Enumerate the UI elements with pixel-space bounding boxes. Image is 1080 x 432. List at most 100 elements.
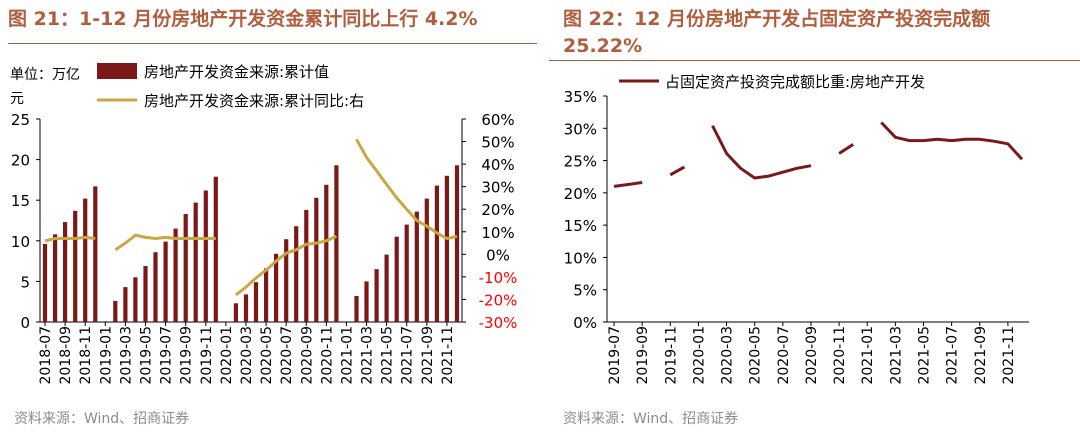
bar [243, 294, 249, 322]
x-tick-label: 2019-11 [199, 326, 215, 385]
x-tick-label: 2020-09 [804, 326, 820, 385]
chart-title: 图 21：1-12 月份房地产开发资金累计同比上行 4.2% [8, 8, 478, 30]
y-tick-label-left: 20 [11, 152, 30, 170]
x-tick-label: 2020-07 [279, 326, 295, 385]
x-tick-label: 2021-09 [973, 326, 989, 385]
x-tick-label: 2020-03 [720, 326, 736, 385]
x-tick-label: 2019-03 [118, 326, 134, 385]
bar [454, 165, 460, 322]
series-line [613, 121, 1024, 188]
y-tick-label-right: 30% [481, 179, 514, 197]
series-line [44, 138, 458, 297]
y-tick-label-left: 10 [11, 233, 30, 251]
chart-panel-1: 图 21：1-12 月份房地产开发资金累计同比上行 4.2% 单位：万亿元 房地产… [0, 0, 537, 432]
x-tick-label: 2021-03 [888, 326, 904, 385]
y-tick-label-left: 25 [11, 111, 30, 129]
legend-swatch-bars [97, 63, 137, 79]
x-tick-label: 2021-07 [400, 326, 416, 385]
y-tick-label: 20% [564, 185, 597, 203]
x-tick-label: 2020-11 [319, 326, 335, 385]
x-tick-label: 2020-11 [832, 326, 848, 385]
x-tick-label: 2021-01 [860, 326, 876, 385]
bar [374, 269, 379, 322]
bar [314, 197, 319, 322]
bar [163, 241, 168, 322]
y-tick-label-right: 40% [481, 156, 514, 174]
x-tick-label: 2021-05 [917, 326, 933, 385]
bar [304, 209, 309, 322]
y-tick-label: 25% [564, 153, 597, 171]
bar [434, 185, 439, 322]
chart-panel-2: 图 22：12 月份房地产开发占固定资产投资完成额 25.22% 占固定资产投资… [549, 0, 1080, 432]
x-tick-label: 2021-03 [360, 326, 376, 385]
x-tick-label: 2021-11 [1001, 326, 1017, 385]
y-tick-label: 10% [564, 249, 597, 267]
x-tick-label: 2019-07 [159, 326, 175, 385]
y-tick-label-right: 20% [481, 201, 514, 219]
bar [274, 253, 279, 322]
x-tick-label: 2020-09 [299, 326, 315, 385]
x-tick-label: 2019-05 [139, 326, 155, 385]
bar [133, 277, 138, 322]
bar [73, 210, 78, 322]
chart-title: 图 22：12 月份房地产开发占固定资产投资完成额 25.22% [563, 8, 991, 57]
x-tick-label: 2021-07 [945, 326, 961, 385]
y-tick-label-right: 10% [481, 224, 514, 242]
bar [284, 239, 289, 322]
y-tick-label-right: -30% [479, 314, 518, 332]
y-tick-label-right: 60% [481, 111, 514, 129]
y-tick-label: 15% [564, 217, 597, 235]
unit-label-cont: 元 [10, 91, 24, 107]
y-tick-label-right: -20% [479, 291, 518, 309]
x-tick-label: 2019-01 [98, 326, 114, 385]
bar [173, 228, 178, 322]
bar [394, 236, 399, 322]
bar [153, 252, 158, 322]
bar [213, 176, 218, 322]
x-tick-label: 2020-01 [219, 326, 235, 385]
x-tick-label: 2018-11 [78, 326, 94, 385]
bar [444, 175, 449, 322]
bar [53, 234, 58, 322]
bar [334, 165, 339, 322]
bar [354, 296, 359, 322]
bar [253, 282, 259, 322]
x-tick-label: 2020-01 [691, 326, 707, 385]
y-tick-label-right: -10% [479, 269, 518, 287]
bar [193, 202, 198, 322]
y-tick-label: 5% [573, 282, 597, 300]
x-tick-label: 2021-01 [339, 326, 355, 385]
bar [63, 222, 68, 322]
bar [83, 198, 88, 322]
bar [123, 287, 128, 322]
x-tick-label: 2019-11 [663, 326, 679, 385]
bar [233, 303, 238, 322]
bar [324, 184, 329, 322]
x-tick-label: 2020-07 [776, 326, 792, 385]
y-tick-label-right: 0% [486, 246, 510, 264]
title-divider [8, 43, 537, 44]
bar [113, 300, 118, 322]
bar [183, 214, 188, 322]
y-tick-label-left: 0 [20, 314, 30, 332]
bar [42, 244, 48, 322]
legend-label-line: 房地产开发资金来源:累计同比:右 [144, 92, 364, 110]
x-tick-label: 2021-11 [440, 326, 456, 385]
y-tick-label-left: 15 [11, 192, 30, 210]
y-tick-label-right: 50% [481, 134, 514, 152]
legend-label-bars: 房地产开发资金来源:累计值 [144, 63, 329, 81]
bar [364, 281, 369, 322]
source-note: 资料来源：Wind、招商证券 [14, 411, 190, 427]
x-tick-label: 2019-09 [179, 326, 195, 385]
bar [424, 198, 429, 322]
y-tick-label-left: 5 [20, 273, 30, 291]
x-tick-label: 2020-05 [748, 326, 764, 385]
source-note: 资料来源：Wind、招商证券 [563, 411, 739, 427]
title-divider [549, 60, 1080, 61]
bar [203, 190, 208, 322]
x-tick-label: 2020-03 [239, 326, 255, 385]
y-tick-label: 35% [564, 88, 597, 106]
bar [414, 211, 419, 322]
bar [384, 254, 389, 322]
x-tick-label: 2021-09 [420, 326, 436, 385]
